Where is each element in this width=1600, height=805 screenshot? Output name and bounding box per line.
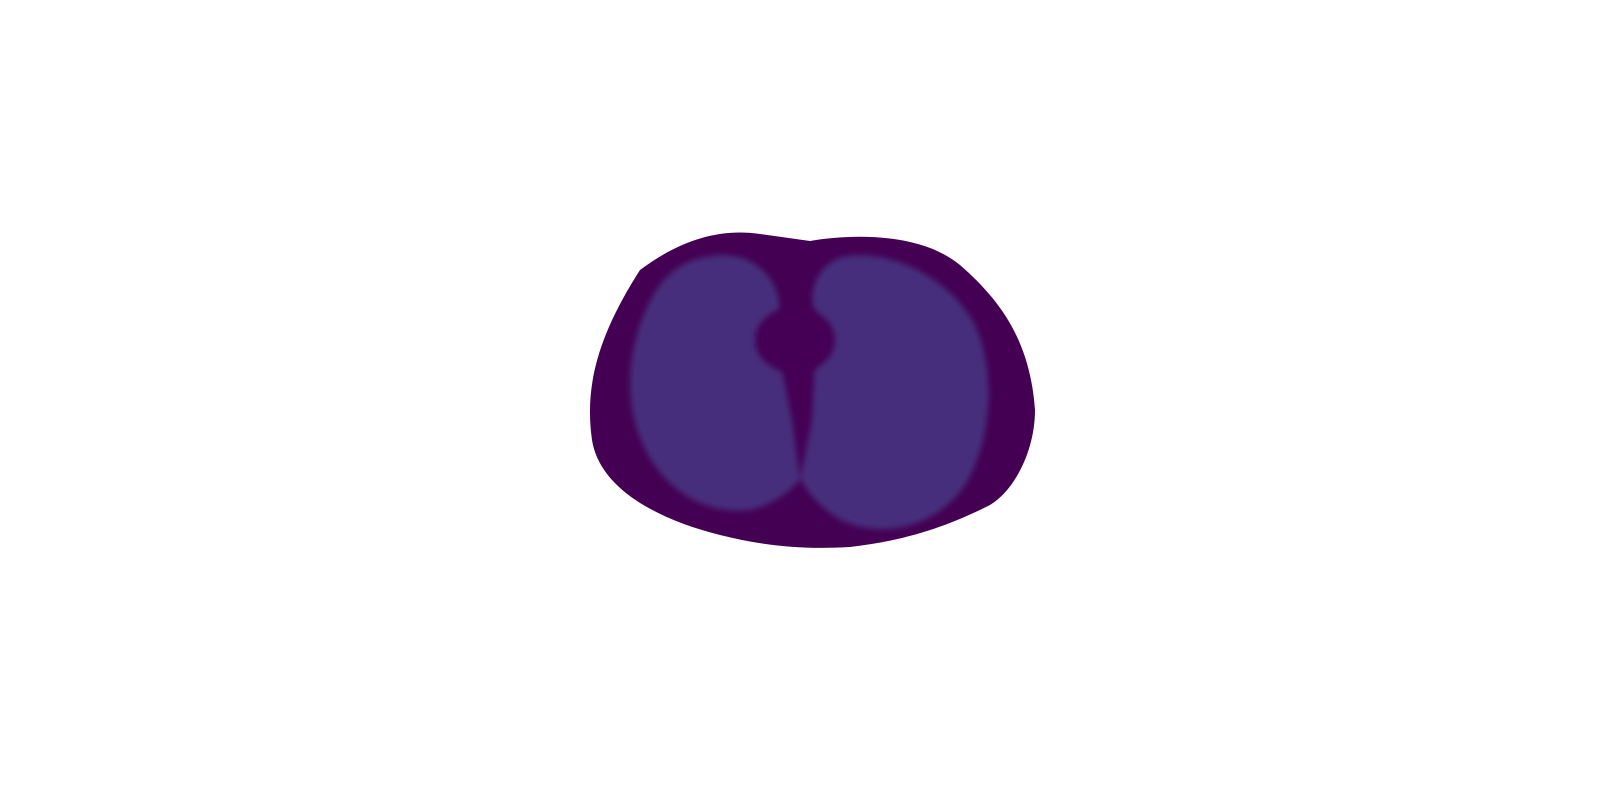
lungs (666, 291, 952, 493)
mediastinum (780, 360, 815, 480)
heart (755, 307, 835, 373)
right-lung (822, 292, 953, 494)
left-lung (666, 291, 781, 474)
